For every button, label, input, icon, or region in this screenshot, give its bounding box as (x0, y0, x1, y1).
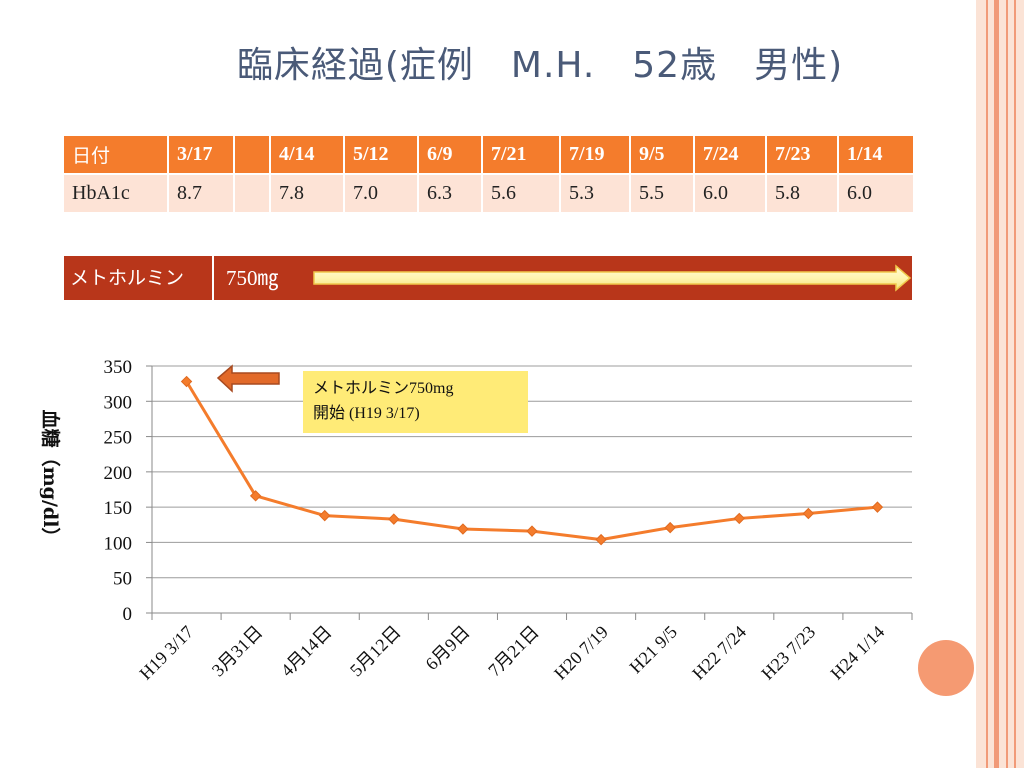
table-header-cell: 9/5 (630, 136, 695, 174)
table-cell: 5.8 (766, 173, 839, 212)
table-cell: 7.8 (270, 173, 345, 212)
annotation-line: メトホルミン750mg (313, 380, 454, 397)
y-tick-label: 300 (104, 392, 133, 413)
hba1c-table-value-row: HbA1c 8.7 7.8 7.0 6.3 5.6 5.3 5.5 6.0 5.… (64, 173, 915, 212)
table-cell: 5.5 (630, 173, 695, 212)
right-border-decoration (976, 0, 1024, 768)
x-tick-label: H22 7/24 (688, 622, 750, 684)
slide-title: 臨床経過(症例 M.H. 52歳 男性) (236, 45, 844, 86)
table-cell: 7.0 (344, 173, 419, 212)
table-cell: 6.0 (694, 173, 767, 212)
border-stripe (1014, 0, 1016, 768)
table-cell: HbA1c (64, 173, 169, 212)
table-header-cell: 7/23 (766, 136, 839, 174)
data-point (664, 521, 676, 534)
chart-series (180, 375, 884, 546)
data-point (802, 507, 815, 520)
y-axis-label: 血糖（mg/dl） (39, 410, 62, 547)
x-tick-label: 5月12日 (346, 622, 405, 681)
start-arrow-icon (216, 364, 280, 393)
annotation-line: 開始 (H19 3/17) (313, 405, 420, 422)
medication-name: メトホルミン (64, 256, 214, 300)
y-tick-label: 350 (104, 357, 133, 378)
table-cell: 8.7 (168, 173, 235, 212)
y-axis: 0 50 100 150 200 250 300 350 (104, 357, 153, 625)
table-header-cell (234, 136, 271, 174)
table-cell (234, 173, 271, 212)
hba1c-table: 日付 3/17 4/14 5/12 6/9 7/21 7/19 9/5 7/24… (64, 136, 915, 212)
data-point (595, 533, 607, 546)
data-point (871, 501, 884, 513)
y-tick-label: 200 (104, 463, 133, 484)
border-stripe (1006, 0, 1008, 768)
x-tick-label: 4月14日 (277, 622, 336, 681)
border-stripe (986, 0, 988, 768)
table-cell: 5.3 (560, 173, 631, 212)
table-header-cell: 7/21 (482, 136, 561, 174)
y-tick-label: 0 (123, 604, 133, 625)
series-line (185, 380, 878, 542)
y-tick-label: 100 (104, 533, 133, 554)
table-header-cell: 1/14 (838, 136, 915, 174)
x-tick-label: H21 9/5 (626, 622, 682, 678)
y-tick-label: 150 (104, 498, 133, 519)
chart-grid (152, 365, 912, 614)
data-point (319, 509, 331, 522)
y-tick-label: 250 (104, 428, 133, 449)
medication-bar: メトホルミン 750㎎ (64, 256, 912, 300)
table-header-cell: 7/19 (560, 136, 631, 174)
table-cell: 6.3 (418, 173, 483, 212)
table-header-cell: 4/14 (270, 136, 345, 174)
y-tick-label: 50 (113, 569, 132, 590)
start-annotation: メトホルミン750mg 開始 (H19 3/17) (303, 371, 528, 433)
medication-dose: 750㎎ (226, 266, 279, 290)
data-point (733, 512, 745, 525)
table-header-cell: 5/12 (344, 136, 419, 174)
decorative-circle (918, 640, 974, 696)
x-tick-label: H24 1/14 (826, 622, 888, 684)
table-header-cell: 6/9 (418, 136, 483, 174)
x-tick-label: 3月31日 (208, 622, 267, 681)
hba1c-table-header-row: 日付 3/17 4/14 5/12 6/9 7/21 7/19 9/5 7/24… (64, 136, 915, 174)
data-point (457, 523, 469, 535)
x-tick-label: H19 3/17 (136, 622, 198, 684)
table-header-cell: 3/17 (168, 136, 235, 174)
x-tick-label: 6月9日 (421, 622, 473, 674)
table-cell: 5.6 (482, 173, 561, 212)
x-tick-label: H23 7/23 (757, 622, 819, 684)
blood-glucose-chart: 0 50 100 150 200 250 300 350 H19 3/17 3月31日 4月14日… (39, 357, 913, 684)
data-point (249, 490, 262, 502)
data-point (180, 375, 193, 388)
duration-arrow-icon (313, 264, 912, 292)
border-stripe (994, 0, 999, 768)
x-tick-label: H20 7/19 (550, 622, 612, 684)
x-tick-label: 7月21日 (484, 622, 543, 681)
table-cell: 6.0 (838, 173, 915, 212)
table-header-cell: 7/24 (694, 136, 767, 174)
x-axis: H19 3/17 3月31日 4月14日 5月12日 6月9日 7月21日 H20 7/19… (136, 613, 913, 684)
data-point (526, 525, 538, 537)
data-point (388, 513, 400, 525)
table-header-cell: 日付 (64, 136, 169, 174)
